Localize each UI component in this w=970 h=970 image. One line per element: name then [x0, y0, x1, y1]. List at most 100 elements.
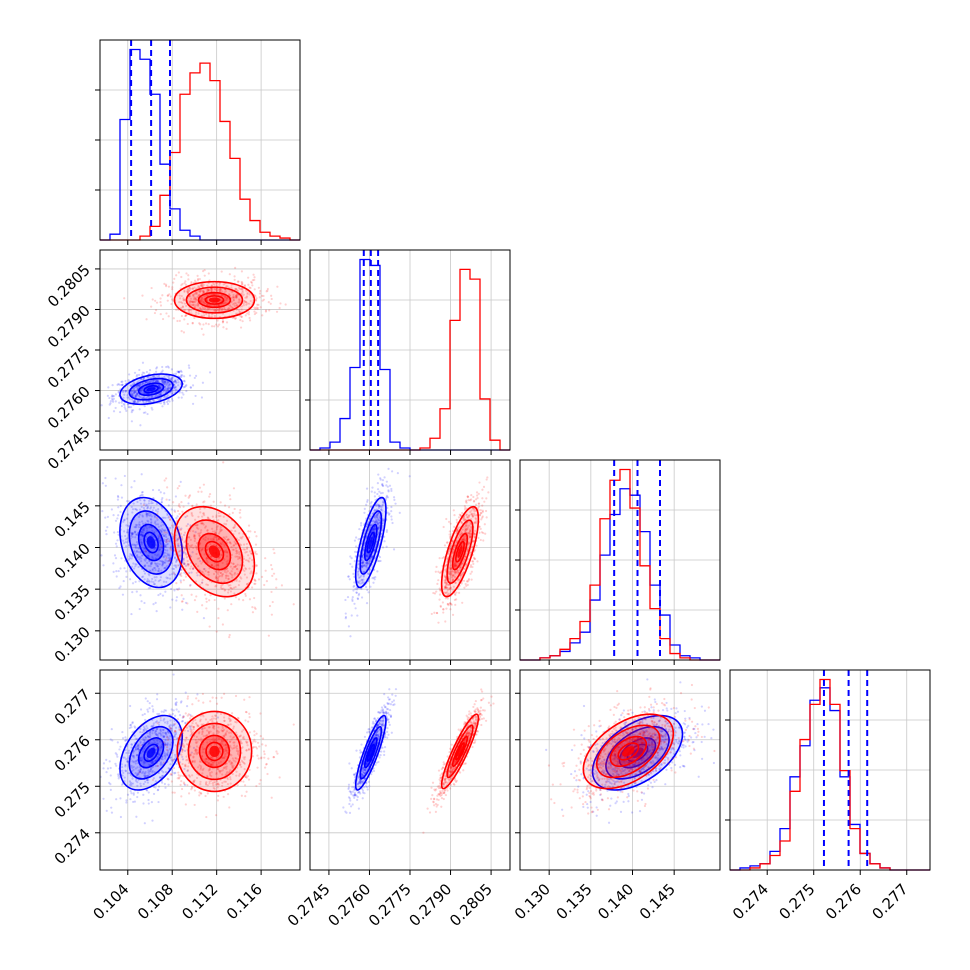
- blue-sample-point: [143, 578, 146, 581]
- red-sample-point: [444, 578, 448, 581]
- blue-sample-point: [111, 394, 114, 397]
- blue-sample-point: [118, 748, 121, 751]
- red-sample-point: [225, 574, 228, 577]
- red-sample-point: [455, 591, 458, 594]
- blue-sample-point: [376, 482, 379, 485]
- blue-sample-point: [146, 561, 149, 564]
- blue-sample-point: [140, 396, 143, 399]
- blue-sample-point: [162, 381, 165, 384]
- red-sample-point: [171, 524, 174, 527]
- blue-sample-point: [152, 760, 155, 763]
- red-sample-point: [177, 530, 180, 533]
- red-sample-point: [231, 567, 234, 570]
- blue-sample-point: [168, 553, 171, 556]
- blue-sample-point: [182, 557, 185, 560]
- blue-sample-point: [140, 759, 143, 762]
- blue-sample-point: [177, 564, 181, 567]
- red-sample-point: [256, 306, 259, 310]
- blue-sample-point: [155, 562, 158, 565]
- red-sample-point: [430, 612, 433, 616]
- blue-sample-point: [353, 584, 356, 588]
- red-sample-point: [467, 514, 471, 518]
- red-sample-point: [251, 565, 255, 568]
- red-sample-point: [193, 286, 196, 289]
- red-sample-point: [213, 565, 216, 568]
- blue-sample-point: [357, 567, 360, 570]
- red-sample-point: [198, 289, 202, 292]
- blue-sample-point: [135, 525, 138, 528]
- blue-contour-line: [354, 496, 387, 589]
- blue-sample-point: [365, 563, 369, 567]
- blue-sample-point: [149, 517, 152, 521]
- blue-density-peak: [368, 536, 373, 549]
- red-sample-point: [235, 312, 238, 315]
- blue-sample-point: [159, 529, 162, 532]
- red-sample-point: [229, 586, 232, 590]
- blue-sample-point: [174, 771, 177, 774]
- red-sample-point: [199, 549, 203, 552]
- blue-sample-point: [362, 571, 365, 574]
- red-sample-point: [205, 312, 208, 316]
- blue-sample-point: [125, 570, 128, 573]
- blue-sample-point: [128, 373, 131, 376]
- blue-sample-point: [171, 391, 174, 395]
- red-sample-point: [232, 297, 235, 300]
- blue-sample-point: [181, 537, 184, 540]
- red-sample-point: [444, 568, 447, 571]
- red-sample-point: [234, 266, 237, 270]
- red-sample-point: [238, 301, 241, 304]
- blue-sample-point: [150, 499, 153, 502]
- red-sample-point: [457, 578, 460, 581]
- red-sample-point: [473, 507, 476, 511]
- red-sample-point: [284, 303, 287, 306]
- blue-sample-point: [117, 495, 120, 499]
- red-sample-point: [180, 284, 183, 287]
- blue-sample-point: [366, 500, 369, 503]
- red-sample-point: [194, 563, 198, 566]
- blue-sample-point: [173, 733, 176, 736]
- blue-sample-point: [139, 499, 142, 502]
- blue-sample-point: [361, 580, 364, 583]
- red-sample-point: [240, 315, 243, 318]
- blue-sample-point: [143, 502, 146, 505]
- blue-sample-point: [376, 522, 379, 525]
- blue-sample-point: [377, 505, 380, 508]
- red-sample-point: [224, 299, 227, 302]
- red-sample-point: [481, 509, 484, 512]
- red-sample-point: [165, 498, 168, 501]
- red-sample-point: [452, 585, 455, 588]
- blue-sample-point: [367, 554, 370, 557]
- blue-sample-point: [350, 557, 353, 560]
- blue-contour-line: [119, 373, 184, 406]
- red-sample-point: [255, 297, 258, 300]
- blue-sample-point: [101, 482, 104, 485]
- blue-sample-point: [157, 525, 160, 528]
- blue-sample-point: [383, 476, 386, 479]
- red-sample-point: [462, 525, 465, 528]
- blue-sample-point: [135, 774, 138, 777]
- red-sample-point: [239, 287, 242, 291]
- red-sample-point: [203, 514, 206, 517]
- red-sample-point: [187, 563, 191, 566]
- blue-sample-point: [150, 561, 153, 564]
- blue-sample-point: [178, 370, 181, 373]
- blue-sample-point: [157, 579, 160, 583]
- blue-sample-point: [180, 720, 184, 723]
- red-sample-point: [217, 309, 221, 312]
- blue-sample-point: [360, 522, 363, 525]
- red-sample-point: [474, 522, 477, 525]
- red-sample-point: [202, 512, 206, 515]
- blue-sample-point: [370, 500, 373, 504]
- red-sample-point: [178, 484, 181, 488]
- blue-sample-point: [160, 539, 163, 542]
- red-sample-point: [452, 570, 456, 573]
- blue-sample-point: [118, 586, 121, 590]
- red-sample-point: [201, 301, 205, 304]
- red-sample-point: [238, 556, 242, 560]
- blue-sample-point: [142, 802, 145, 805]
- blue-sample-point: [152, 581, 155, 584]
- blue-sample-point: [387, 467, 390, 470]
- blue-sample-point: [133, 543, 136, 547]
- blue-sample-point: [120, 783, 124, 786]
- red-sample-point: [197, 312, 200, 315]
